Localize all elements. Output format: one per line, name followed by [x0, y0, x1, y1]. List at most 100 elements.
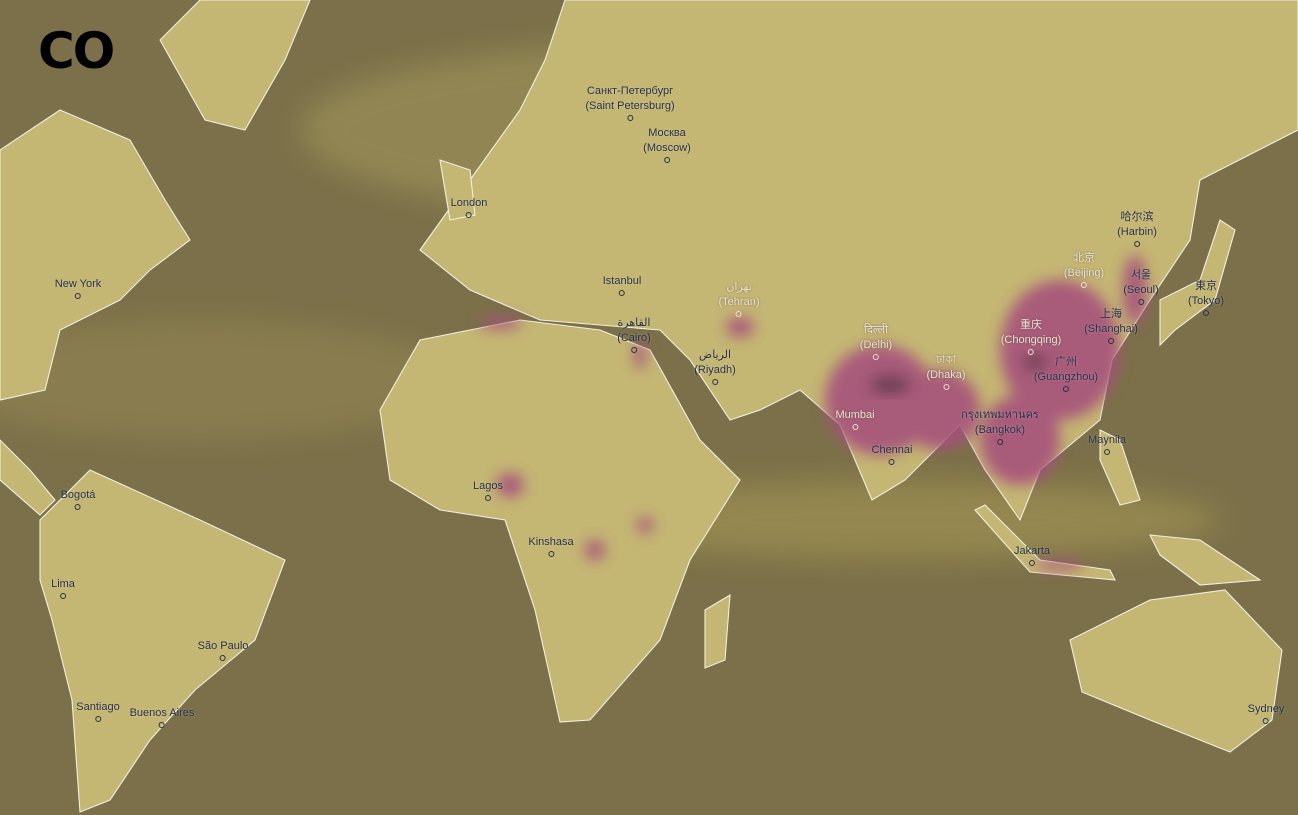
city-label[interactable]: Bogotá — [61, 488, 95, 510]
layer-title: CO — [38, 22, 115, 80]
city-name: Santiago — [76, 701, 120, 713]
city-name: Buenos Aires — [129, 707, 195, 719]
city-name: (Chongqing) — [1000, 334, 1062, 346]
city-name: Istanbul — [602, 275, 642, 287]
co-peak-overlay — [870, 354, 1047, 395]
city-marker-icon — [1107, 338, 1114, 344]
city-name: Lagos — [473, 480, 503, 492]
australia — [1069, 589, 1283, 753]
city-native-name: 東京 — [1195, 280, 1217, 292]
city-marker-icon — [888, 459, 895, 465]
city-name: (Bangkok) — [974, 424, 1026, 436]
city-label[interactable]: London — [450, 196, 488, 218]
south-america — [39, 469, 286, 813]
city-label[interactable]: الرياض (Riyadh) — [694, 348, 736, 385]
city-label[interactable]: تهران (Tehran) — [718, 280, 760, 317]
city-label[interactable]: 重庆 (Chongqing) — [1000, 318, 1062, 355]
city-label[interactable]: กรุงเทพมหานคร (Bangkok) — [961, 408, 1039, 445]
city-label[interactable]: 서울 (Seoul) — [1123, 268, 1159, 305]
city-name: (Beijing) — [1063, 267, 1105, 279]
city-name: (Tehran) — [718, 296, 760, 308]
city-label[interactable]: New York — [55, 277, 101, 299]
city-label[interactable]: 北京 (Beijing) — [1064, 251, 1104, 288]
city-marker-icon — [158, 722, 165, 728]
city-marker-icon — [75, 504, 81, 510]
city-native-name: 哈尔滨 — [1120, 211, 1154, 223]
city-name: (Delhi) — [859, 339, 893, 351]
city-label[interactable]: ঢাকা (Dhaka) — [926, 353, 966, 390]
city-native-name: 重庆 — [1019, 319, 1042, 331]
greenland — [159, 0, 311, 131]
city-marker-icon — [219, 655, 226, 661]
city-label[interactable]: Jakarta — [1014, 544, 1050, 566]
city-native-name: الرياض — [698, 349, 732, 361]
city-label[interactable]: 广州 (Guangzhou) — [1034, 355, 1098, 392]
city-name: Chennai — [871, 444, 913, 456]
city-name: São Paulo — [197, 640, 249, 652]
city-label[interactable]: 上海 (Shanghai) — [1084, 307, 1138, 344]
city-name: Mumbai — [835, 409, 875, 421]
city-label[interactable]: 哈尔滨 (Harbin) — [1117, 210, 1157, 247]
city-label[interactable]: Buenos Aires — [129, 706, 195, 728]
city-label[interactable]: 東京 (Tokyo) — [1188, 279, 1224, 316]
city-marker-icon — [943, 384, 949, 390]
city-native-name: ঢাকা — [935, 354, 957, 366]
city-name: (Tokyo) — [1187, 295, 1225, 307]
city-label[interactable]: Kinshasa — [528, 535, 574, 557]
africa — [379, 319, 741, 723]
city-marker-icon — [1027, 349, 1034, 355]
city-name: (Riyadh) — [694, 364, 736, 376]
city-name: Lima — [51, 578, 75, 590]
city-label[interactable]: São Paulo — [197, 639, 249, 661]
city-native-name: 北京 — [1072, 252, 1095, 264]
city-name: Maynila — [1088, 434, 1126, 446]
city-marker-icon — [1104, 449, 1110, 455]
city-label[interactable]: Mumbai — [835, 408, 875, 430]
city-name: (Moscow) — [643, 142, 691, 154]
city-marker-icon — [1080, 282, 1087, 288]
city-marker-icon — [626, 115, 633, 121]
city-label[interactable]: Санкт-Петербург (Saint Petersburg) — [585, 84, 675, 121]
city-native-name: 广州 — [1055, 356, 1077, 368]
city-marker-icon — [1262, 718, 1269, 724]
city-marker-icon — [60, 593, 66, 599]
city-marker-icon — [996, 439, 1003, 445]
city-label[interactable]: Istanbul — [602, 274, 642, 296]
city-marker-icon — [484, 495, 491, 501]
city-native-name: 서울 — [1130, 269, 1152, 281]
philippines — [1099, 429, 1141, 506]
city-marker-icon — [852, 424, 858, 430]
city-name: Kinshasa — [528, 536, 574, 548]
city-marker-icon — [95, 716, 101, 722]
north-america — [0, 109, 191, 401]
city-native-name: กรุงเทพมหานคร — [961, 409, 1039, 421]
city-name: Jakarta — [1013, 545, 1051, 557]
city-native-name: تهران — [726, 281, 752, 293]
city-marker-icon — [547, 551, 554, 557]
city-label[interactable]: Москва (Moscow) — [643, 126, 691, 163]
city-name: (Harbin) — [1117, 226, 1157, 238]
city-label[interactable]: Lagos — [473, 479, 503, 501]
city-name: New York — [54, 278, 102, 290]
city-marker-icon — [663, 157, 670, 163]
city-label[interactable]: Lima — [51, 577, 75, 599]
city-label[interactable]: Sydney — [1248, 702, 1284, 724]
city-marker-icon — [1133, 241, 1140, 247]
city-native-name: दिल्ली — [864, 324, 888, 336]
city-label[interactable]: दिल्ली (Delhi) — [860, 323, 892, 360]
city-name: (Dhaka) — [926, 369, 966, 381]
city-native-name: القاهرة — [617, 317, 651, 329]
city-marker-icon — [1138, 299, 1144, 305]
city-label[interactable]: Maynila — [1088, 433, 1126, 455]
city-name: (Saint Petersburg) — [585, 100, 675, 112]
city-label[interactable]: Santiago — [76, 700, 120, 722]
city-marker-icon — [736, 311, 742, 317]
city-name: (Cairo) — [617, 332, 651, 344]
city-marker-icon — [873, 354, 879, 360]
city-name: London — [450, 197, 488, 209]
city-label[interactable]: Chennai — [871, 443, 913, 465]
city-label[interactable]: القاهرة (Cairo) — [617, 316, 651, 353]
city-marker-icon — [1063, 386, 1069, 392]
